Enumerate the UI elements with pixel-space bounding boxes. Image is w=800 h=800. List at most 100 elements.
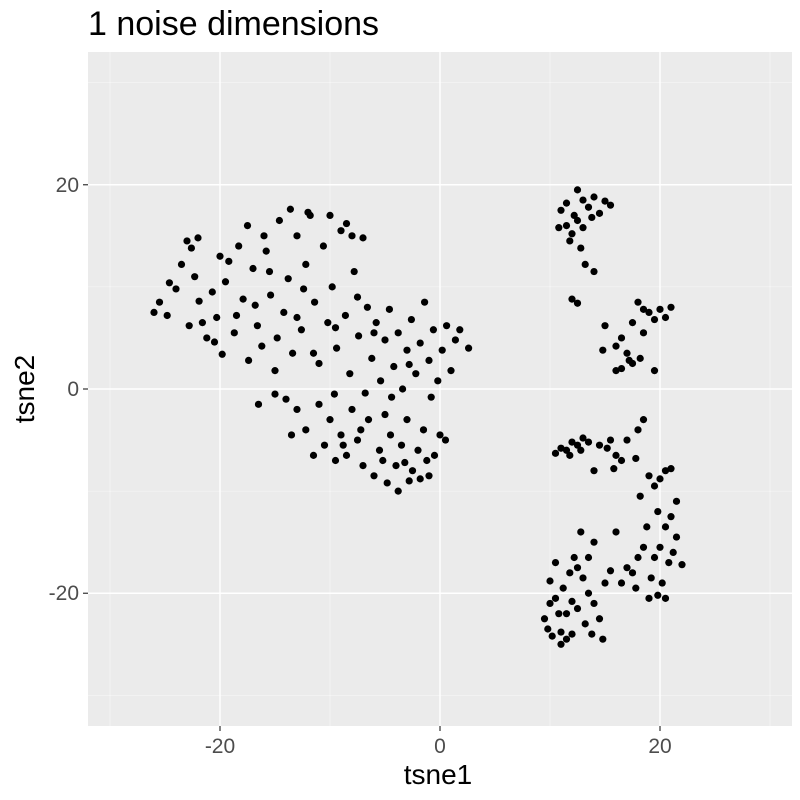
- data-point: [350, 267, 358, 276]
- data-point: [465, 344, 473, 352]
- data-point: [639, 305, 648, 313]
- data-point: [253, 322, 261, 330]
- data-point: [579, 196, 587, 204]
- data-point: [590, 538, 598, 546]
- data-point: [650, 482, 659, 490]
- data-point: [218, 350, 226, 358]
- data-point: [416, 475, 424, 483]
- data-point: [300, 285, 308, 293]
- data-point: [654, 591, 662, 599]
- data-point: [581, 260, 589, 269]
- data-point: [311, 298, 319, 306]
- data-point: [375, 446, 384, 454]
- data-point: [328, 283, 336, 291]
- data-point: [573, 216, 582, 225]
- data-point: [606, 436, 615, 444]
- data-point: [636, 354, 644, 362]
- data-point: [650, 553, 659, 562]
- x-tick-label: 0: [434, 735, 446, 758]
- data-point: [588, 213, 596, 222]
- data-point: [632, 584, 640, 592]
- data-point: [590, 467, 598, 475]
- data-point: [385, 305, 393, 313]
- y-tick-label: 0: [67, 378, 79, 401]
- data-point: [650, 315, 659, 324]
- data-point: [381, 336, 389, 344]
- data-point: [623, 349, 631, 357]
- data-point: [632, 454, 640, 463]
- data-point: [551, 559, 560, 567]
- data-point: [337, 431, 345, 439]
- data-point: [573, 604, 582, 613]
- data-point: [551, 594, 560, 602]
- data-point: [230, 329, 238, 337]
- data-point: [177, 260, 186, 269]
- data-point: [579, 224, 587, 232]
- data-point: [665, 559, 673, 567]
- y-axis-label: tsne2: [9, 355, 40, 424]
- data-point: [573, 441, 582, 449]
- data-point: [577, 528, 585, 536]
- data-point: [562, 610, 571, 618]
- data-point: [235, 242, 243, 250]
- data-point: [185, 322, 193, 330]
- data-point: [372, 319, 380, 327]
- data-point: [273, 334, 281, 342]
- data-point: [667, 303, 675, 311]
- data-point: [348, 405, 356, 414]
- data-point: [577, 244, 585, 252]
- data-point: [590, 599, 598, 608]
- axis-ticks: -20 0 20 -20 0 20: [49, 174, 672, 758]
- data-point: [183, 237, 191, 245]
- data-point: [562, 199, 571, 207]
- data-point: [243, 222, 252, 230]
- data-point: [251, 301, 259, 309]
- data-point: [337, 227, 345, 235]
- data-point: [661, 594, 670, 602]
- data-point: [315, 359, 323, 368]
- data-point: [405, 477, 413, 485]
- data-point: [617, 334, 626, 342]
- data-point: [359, 234, 367, 242]
- data-point: [370, 329, 378, 337]
- data-point: [163, 311, 171, 320]
- data-point: [590, 267, 598, 276]
- data-point: [403, 346, 411, 354]
- data-point: [584, 203, 593, 211]
- data-point: [456, 326, 464, 334]
- data-point: [342, 219, 351, 228]
- data-point: [599, 635, 607, 643]
- data-point: [198, 319, 206, 327]
- data-point: [353, 436, 362, 444]
- data-point: [562, 635, 571, 643]
- data-point: [658, 579, 666, 587]
- data-point: [555, 224, 563, 232]
- data-point: [546, 599, 554, 608]
- data-point: [333, 344, 341, 352]
- data-point: [551, 449, 560, 457]
- data-point: [584, 553, 593, 562]
- data-point: [573, 564, 582, 572]
- data-point: [568, 230, 576, 238]
- x-axis-label: tsne1: [404, 759, 473, 790]
- data-point: [566, 451, 574, 459]
- data-point: [331, 324, 340, 332]
- data-point: [403, 416, 411, 424]
- data-point: [258, 342, 266, 350]
- data-point: [557, 640, 565, 648]
- data-point: [320, 441, 329, 449]
- data-point: [548, 632, 556, 640]
- data-point: [579, 574, 587, 582]
- data-point: [282, 395, 290, 403]
- data-point: [341, 311, 349, 320]
- data-point: [331, 456, 340, 465]
- data-point: [623, 564, 631, 572]
- data-point: [216, 252, 224, 260]
- data-point: [566, 237, 574, 245]
- data-point: [661, 523, 670, 531]
- data-point: [245, 356, 253, 365]
- data-point: [359, 461, 367, 470]
- data-point: [394, 329, 402, 337]
- data-point: [617, 456, 626, 465]
